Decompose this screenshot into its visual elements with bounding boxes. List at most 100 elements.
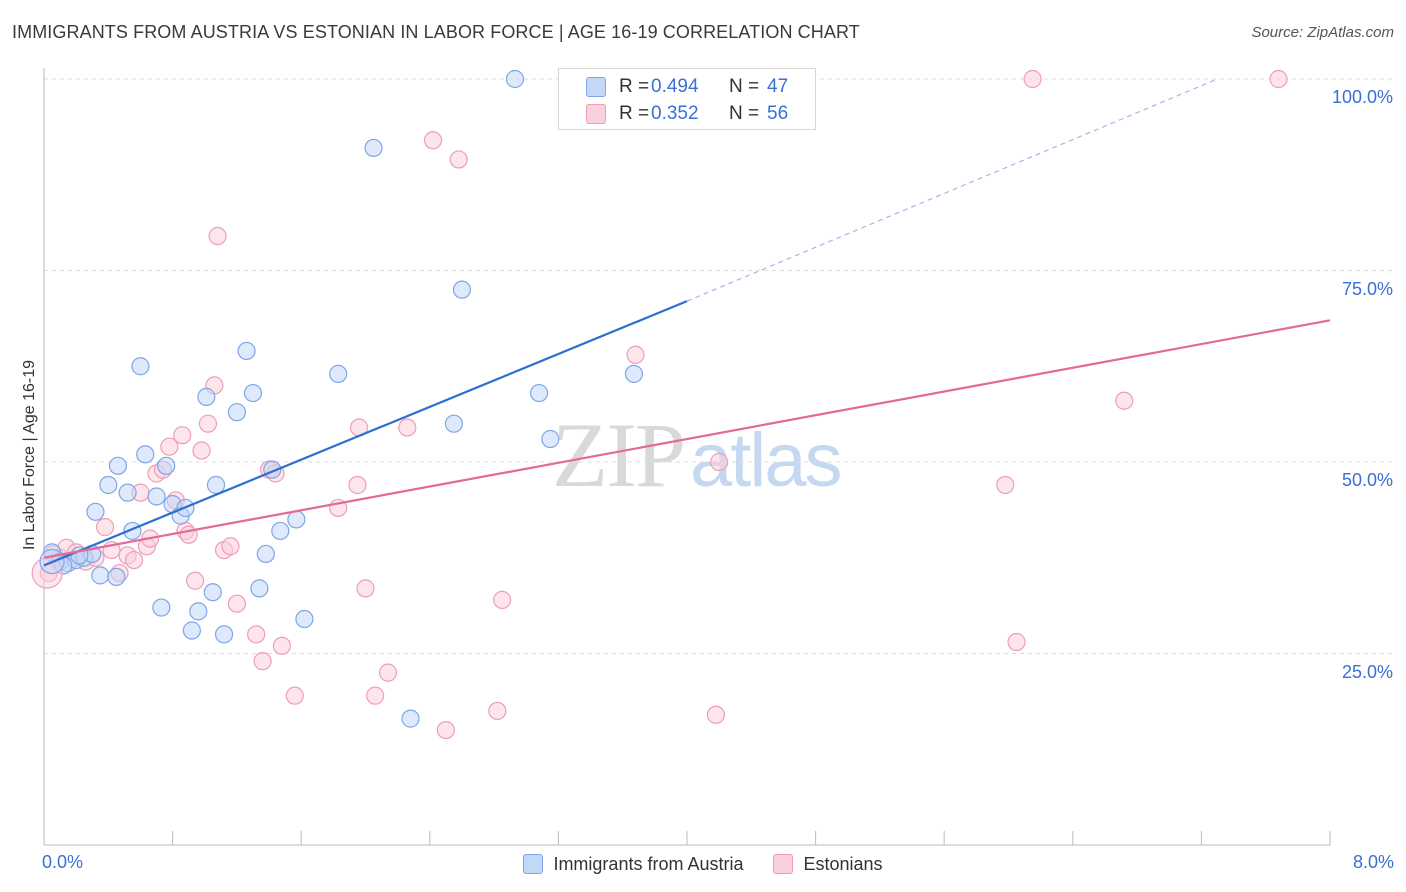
data-point-austria [287,510,306,529]
legend-label-austria: Immigrants from Austria [553,853,744,874]
data-point-estonians [160,437,179,456]
data-point-estonians [996,475,1015,495]
x-tick-label: 0.0% [42,852,84,872]
data-point-austria [227,403,246,422]
data-point-estonians [285,686,304,705]
data-point-estonians [423,131,443,150]
data-point-austria [505,69,525,89]
data-point-estonians [198,414,218,433]
data-point-estonians [272,636,292,655]
y-tick-label: 100.0% [1331,87,1393,107]
data-point-estonians [706,705,726,724]
data-point-estonians [253,652,272,671]
data-point-estonians [626,345,645,364]
austria-legend-swatch [523,854,544,874]
data-point-austria [530,383,549,403]
data-point-estonians [192,441,211,460]
data-point-austria [108,456,128,475]
data-point-estonians [208,226,227,246]
data-point-austria [444,414,464,433]
stats-legend: R = 0.494 N = 47 R = 0.352 N = 56 [558,68,816,130]
data-point-estonians [356,579,375,598]
n-label: N = [729,103,760,124]
n-value: 56 [767,103,789,124]
n-label: N = [729,76,760,97]
data-point-austria [624,364,644,384]
estonians-swatch [586,104,606,124]
data-point-austria [157,456,176,475]
data-point-austria [147,487,166,506]
watermark: ZIPatlas [552,402,843,508]
legend-entry-austria[interactable]: Immigrants from Austria [523,854,743,875]
data-point-estonians [1115,391,1134,410]
data-point-austria [91,566,110,585]
data-point-austria [237,341,256,361]
legend-entry-estonians[interactable]: Estonians [773,853,883,875]
data-point-austria [86,502,105,521]
y-tick-label: 25.0% [1341,661,1393,682]
data-point-austria [197,387,216,406]
data-point-austria [99,475,118,495]
data-point-austria [136,445,155,464]
data-point-austria [541,429,560,449]
data-point-estonians [710,452,729,472]
data-point-austria [243,383,263,403]
data-point-austria [203,583,222,602]
data-point-estonians [398,418,417,437]
data-point-austria [152,598,171,617]
y-axis-label: In Labor Force | Age 16-19 [21,359,38,551]
data-point-austria [452,280,472,299]
series-legend: Immigrants from Austria Estonians [0,851,1406,877]
r-label: R = [619,76,650,97]
data-point-estonians [186,571,205,590]
trend-line-austria-extension [686,78,1218,302]
x-tick-label: 8.0% [1352,852,1394,872]
data-point-estonians [221,537,240,556]
data-point-austria [295,609,314,629]
n-value: 47 [767,76,789,97]
watermark-zip: ZIP [552,404,686,506]
data-point-austria [189,602,208,621]
chart-title: IMMIGRANTS FROM AUSTRIA VS ESTONIAN IN L… [12,22,860,42]
data-point-austria [107,567,126,587]
data-point-austria [131,357,150,376]
data-point-estonians [348,475,367,495]
data-point-estonians [378,663,398,682]
data-point-estonians [1023,69,1042,89]
data-point-austria [364,138,383,158]
data-point-austria [206,475,226,495]
austria-swatch [586,77,606,97]
data-point-estonians [488,701,507,721]
estonians-legend-swatch [773,854,794,874]
data-point-austria [329,364,348,384]
r-label: R = [619,103,650,124]
r-value: 0.352 [651,103,699,124]
data-point-estonians [493,590,512,609]
data-point-austria [118,483,137,502]
data-point-austria [401,709,420,728]
legend-label-estonians: Estonians [803,853,883,874]
data-point-estonians [1269,69,1288,89]
data-point-estonians [173,426,192,445]
data-point-estonians [247,625,266,644]
data-point-estonians [124,550,144,570]
y-tick-label: 50.0% [1341,470,1393,490]
data-point-austria [271,521,290,541]
data-point-austria [250,579,269,598]
source-label: Source: ZipAtlas.com [1251,24,1394,41]
data-point-estonians [95,518,115,537]
data-point-austria [182,621,201,640]
data-point-austria [214,625,234,644]
data-point-estonians [1007,632,1026,652]
trend-line-austria [43,300,688,567]
data-point-estonians [449,150,468,169]
y-tick-label: 75.0% [1341,278,1393,299]
trend-line-estonians [43,319,1331,559]
data-point-estonians [366,686,385,705]
r-value: 0.494 [651,76,699,97]
data-point-estonians [436,720,455,740]
data-point-estonians [227,594,246,613]
data-point-austria [256,544,275,564]
